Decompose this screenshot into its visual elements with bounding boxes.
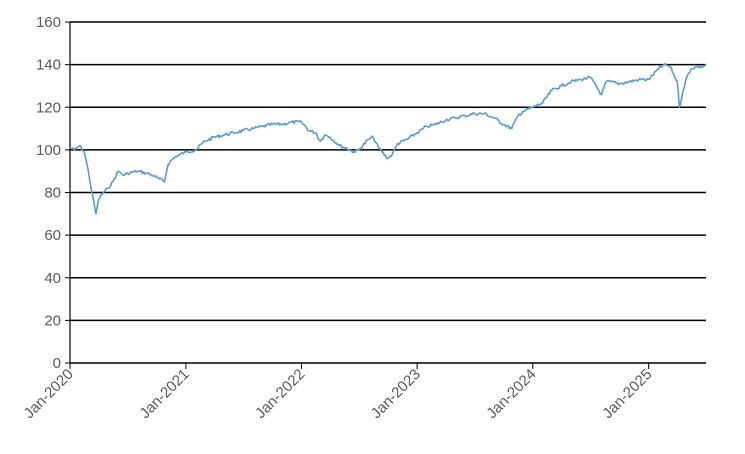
y-axis-tick-labels: 0 20 40 60 80 100 120 140 160	[36, 14, 61, 372]
x-tick-label: Jan-2022	[252, 366, 308, 422]
x-tick-label: Jan-2021	[136, 366, 192, 422]
y-tick-label: 40	[44, 270, 61, 287]
x-tick-label: Jan-2023	[368, 366, 424, 422]
y-tick-label: 160	[36, 14, 61, 31]
series-line	[69, 62, 707, 215]
x-tick-label: Jan-2020	[21, 366, 77, 422]
y-tick-label: 100	[36, 142, 61, 159]
x-tick-label: Jan-2025	[599, 366, 655, 422]
y-tick-label: 60	[44, 227, 61, 244]
y-tick-label: 0	[53, 355, 61, 372]
y-tick-label: 120	[36, 99, 61, 116]
axes	[65, 21, 706, 369]
series-layer	[69, 62, 707, 215]
y-tick-label: 80	[44, 185, 61, 202]
y-tick-label: 140	[36, 57, 61, 74]
gridlines	[70, 21, 706, 322]
y-tick-label: 20	[44, 312, 61, 329]
x-tick-label: Jan-2024	[483, 366, 539, 422]
x-axis-tick-labels: Jan-2020 Jan-2021 Jan-2022 Jan-2023 Jan-2024…	[21, 366, 656, 422]
